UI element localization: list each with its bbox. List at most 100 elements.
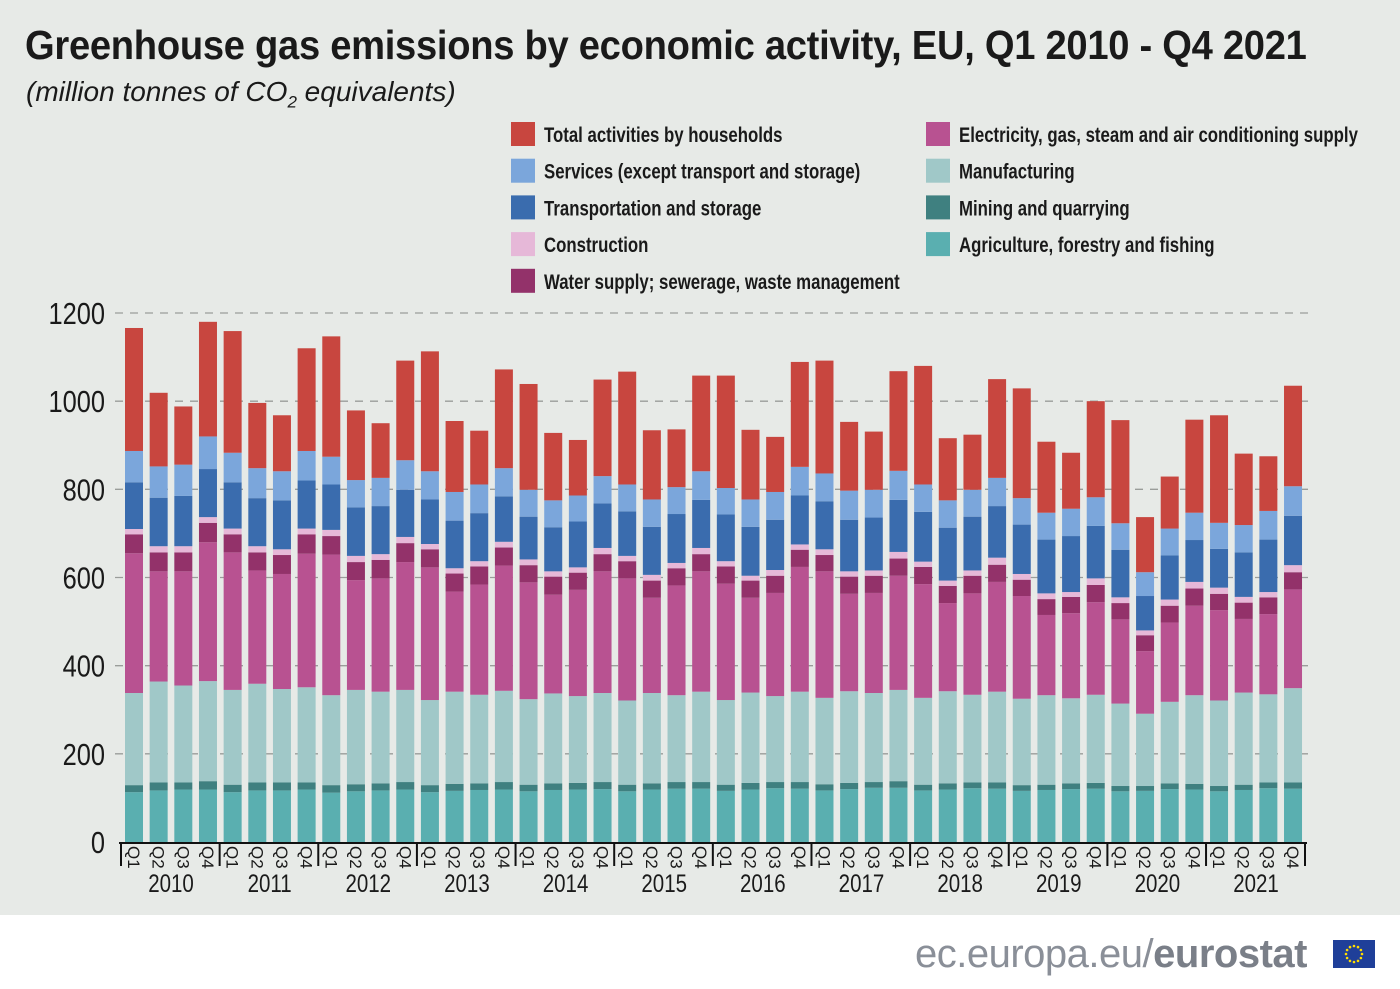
bar-segment-0 xyxy=(1210,791,1229,842)
bar-segment-8 xyxy=(1037,441,1056,513)
bar-segment-2 xyxy=(198,681,217,782)
bar-segment-7 xyxy=(864,489,883,518)
legend-item: Services (except transport and storage) xyxy=(511,158,860,184)
legend-label: Electricity, gas, steam and air conditio… xyxy=(959,124,1358,147)
bar-segment-4 xyxy=(790,549,809,567)
bar-segment-3 xyxy=(1086,602,1105,695)
bar-segment-1 xyxy=(692,782,711,789)
bar-segment-4 xyxy=(248,552,267,571)
bar-segment-6 xyxy=(766,519,785,571)
quarter-label: Q2 xyxy=(741,846,760,869)
bar-segment-5 xyxy=(322,529,341,537)
bar-segment-2 xyxy=(815,697,834,785)
bar-segment-1 xyxy=(346,784,365,792)
bar-segment-5 xyxy=(494,541,513,548)
bar-segment-4 xyxy=(1111,603,1130,620)
bar-segment-1 xyxy=(766,782,785,789)
bar-segment-2 xyxy=(1037,695,1056,785)
bar-segment-7 xyxy=(593,476,612,504)
bar-segment-3 xyxy=(1210,610,1229,701)
y-tick-label: 800 xyxy=(63,473,105,508)
quarter-label: Q1 xyxy=(1012,846,1031,869)
bar-2014Q2 xyxy=(544,432,563,842)
bar-segment-3 xyxy=(1062,613,1081,699)
quarter-label: Q1 xyxy=(321,846,340,869)
bar-segment-4 xyxy=(840,576,859,594)
bar-2018Q4 xyxy=(988,379,1007,842)
bar-segment-6 xyxy=(1136,596,1155,631)
footer-url[interactable]: ec.europa.eu/eurostat xyxy=(915,932,1307,977)
bar-segment-0 xyxy=(371,790,390,842)
bar-segment-7 xyxy=(914,484,933,512)
bar-segment-8 xyxy=(470,430,489,485)
bar-segment-2 xyxy=(1062,698,1081,784)
bar-segment-6 xyxy=(790,495,809,545)
quarter-label: Q4 xyxy=(494,846,513,869)
bar-segment-1 xyxy=(470,783,489,790)
bar-segment-2 xyxy=(593,692,612,783)
bar-2016Q4 xyxy=(790,361,809,842)
quarter-label: Q4 xyxy=(1184,846,1203,869)
y-tick-label: 400 xyxy=(63,649,105,684)
legend-swatch xyxy=(511,158,535,183)
bar-segment-7 xyxy=(1012,498,1031,525)
bar-segment-5 xyxy=(1136,630,1155,636)
bar-2018Q3 xyxy=(963,434,982,842)
bar-segment-1 xyxy=(1062,783,1081,790)
bar-segment-4 xyxy=(963,575,982,594)
bar-2017Q1 xyxy=(815,360,834,842)
bar-segment-6 xyxy=(889,499,908,552)
bar-segment-2 xyxy=(445,691,464,784)
bar-segment-3 xyxy=(544,594,563,694)
bar-segment-0 xyxy=(519,791,538,842)
bar-segment-7 xyxy=(741,499,760,527)
bar-segment-4 xyxy=(1259,597,1278,615)
y-tick-label: 0 xyxy=(91,826,105,861)
legend-swatch xyxy=(511,232,535,257)
bar-2021Q4 xyxy=(1284,385,1303,842)
bar-segment-2 xyxy=(470,694,489,784)
footer-brand: eurostat xyxy=(1153,932,1307,976)
bar-segment-1 xyxy=(568,782,587,790)
bar-segment-3 xyxy=(149,571,168,682)
bar-segment-3 xyxy=(297,553,316,688)
legend-label: Total activities by households xyxy=(544,124,782,147)
bar-segment-8 xyxy=(297,348,316,451)
bar-segment-0 xyxy=(1086,788,1105,842)
bar-segment-2 xyxy=(1086,694,1105,783)
bar-segment-1 xyxy=(938,783,957,790)
bar-segment-7 xyxy=(174,464,193,496)
bar-segment-8 xyxy=(125,327,143,451)
bar-segment-4 xyxy=(420,549,439,568)
bar-segment-2 xyxy=(149,681,168,783)
bar-segment-2 xyxy=(963,694,982,783)
bar-segment-0 xyxy=(544,789,563,842)
bar-segment-1 xyxy=(593,782,612,790)
bar-segment-7 xyxy=(346,480,365,508)
bar-segment-7 xyxy=(815,473,834,502)
bar-segment-0 xyxy=(445,790,464,842)
bar-segment-6 xyxy=(1086,525,1105,579)
bar-segment-4 xyxy=(642,580,661,598)
bar-2013Q4 xyxy=(494,369,513,842)
bar-segment-2 xyxy=(889,689,908,782)
bar-segment-6 xyxy=(519,516,538,560)
bar-segment-2 xyxy=(1234,692,1253,785)
bar-segment-6 xyxy=(840,519,859,572)
bar-segment-5 xyxy=(692,547,711,555)
bar-segment-7 xyxy=(519,489,538,517)
chart-subtitle: (million tonnes of CO2 equivalents) xyxy=(26,76,456,113)
legend-swatch xyxy=(926,122,950,146)
bar-segment-6 xyxy=(938,527,957,581)
bar-segment-7 xyxy=(938,500,957,528)
bar-segment-7 xyxy=(272,471,291,501)
bar-segment-8 xyxy=(864,431,883,490)
bar-segment-4 xyxy=(1086,584,1105,603)
bar-segment-4 xyxy=(1284,572,1303,590)
bar-segment-0 xyxy=(1012,790,1031,842)
bar-segment-8 xyxy=(1012,388,1031,499)
legend-item: Manufacturing xyxy=(926,158,1075,184)
bar-segment-3 xyxy=(519,582,538,700)
bar-segment-8 xyxy=(198,321,217,437)
bar-segment-4 xyxy=(741,580,760,598)
